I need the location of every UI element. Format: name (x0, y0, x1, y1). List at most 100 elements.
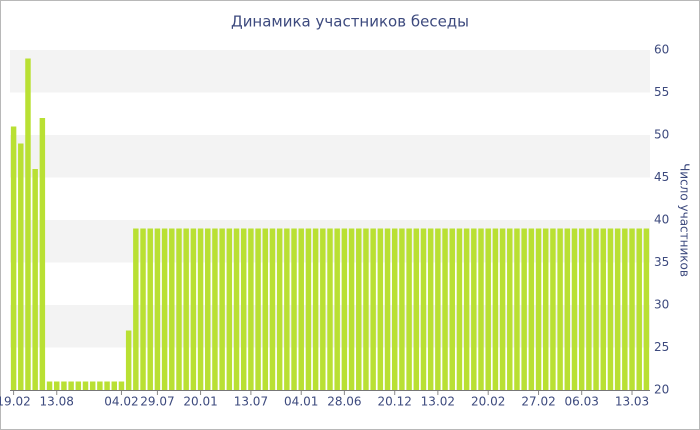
y-tick-label: 55 (654, 85, 669, 99)
bar (97, 381, 103, 390)
bar (557, 228, 563, 390)
bar (75, 381, 82, 390)
x-tick-label: 04.02 (104, 395, 138, 409)
bar (377, 228, 384, 390)
bar (68, 381, 74, 390)
y-tick-label: 25 (654, 340, 669, 354)
grid-band (10, 50, 650, 93)
y-tick-label: 50 (654, 128, 669, 142)
bar (240, 228, 247, 390)
bar (291, 228, 297, 390)
bar (111, 381, 118, 390)
bar (456, 228, 463, 390)
x-tick-label: 06.03 (565, 395, 599, 409)
bar (219, 228, 225, 390)
y-tick-label: 40 (654, 213, 669, 227)
bar (600, 228, 606, 390)
bar (586, 228, 592, 390)
x-tick-label: 04.01 (284, 395, 318, 409)
bar (478, 228, 484, 390)
bar (255, 228, 261, 390)
bar (413, 228, 420, 390)
bar (226, 228, 233, 390)
bar (154, 228, 161, 390)
bar (190, 228, 197, 390)
bar (356, 228, 362, 390)
bar (10, 126, 17, 390)
bar (233, 228, 240, 390)
bar (514, 228, 520, 390)
x-tick-label: 13.08 (40, 395, 74, 409)
bar (463, 228, 470, 390)
x-tick-label: 29.07 (140, 395, 174, 409)
x-tick-label: 28.06 (327, 395, 361, 409)
bar (348, 228, 355, 390)
x-tick-label: 20.01 (183, 395, 217, 409)
bar (578, 228, 585, 390)
y-tick-label: 60 (654, 43, 669, 57)
bar (643, 228, 650, 390)
bar (161, 228, 168, 390)
bar (521, 228, 527, 390)
bar (89, 381, 96, 390)
y-tick-label: 45 (654, 170, 669, 184)
bar (607, 228, 614, 390)
x-tick-label: 27.02 (521, 395, 555, 409)
bar (427, 228, 434, 390)
bar (614, 228, 621, 390)
bar (25, 58, 31, 390)
bar (542, 228, 549, 390)
bar (104, 381, 110, 390)
bar (39, 118, 46, 390)
bar (471, 228, 477, 390)
bar (32, 169, 38, 390)
bar (327, 228, 333, 390)
bar (18, 143, 24, 390)
bar (147, 228, 153, 390)
bar (133, 228, 139, 390)
bar (406, 228, 412, 390)
bar (54, 381, 60, 390)
y-axis-label: Число участников (678, 163, 692, 277)
bar (118, 381, 125, 390)
y-tick-label: 35 (654, 255, 669, 269)
bar (334, 228, 340, 390)
bar (629, 228, 635, 390)
bar (312, 228, 319, 390)
bar (82, 381, 89, 390)
bar (550, 228, 556, 390)
bar (269, 228, 276, 390)
bar (535, 228, 542, 390)
bar (449, 228, 455, 390)
x-tick-label: 13.03 (615, 395, 649, 409)
bar (485, 228, 491, 390)
bar (298, 228, 304, 390)
bar (212, 228, 218, 390)
bar (571, 228, 578, 390)
bar (140, 228, 146, 390)
bar (593, 228, 599, 390)
bar (499, 228, 506, 390)
bar (636, 228, 642, 390)
bar (370, 228, 376, 390)
chart-title: Динамика участников беседы (231, 13, 469, 31)
bar (399, 228, 405, 390)
bar (176, 228, 182, 390)
bar (262, 228, 269, 390)
bar (622, 228, 628, 390)
bar (284, 228, 290, 390)
x-tick-label: 13.07 (234, 395, 268, 409)
bar (363, 228, 369, 390)
bar (384, 228, 391, 390)
bar (305, 228, 312, 390)
x-tick-label: 19.02 (0, 395, 31, 409)
bar (61, 381, 67, 390)
bar (442, 228, 448, 390)
y-tick-label: 30 (654, 298, 669, 312)
bar (125, 330, 132, 390)
bar (320, 228, 326, 390)
x-tick-label: 13.02 (421, 395, 455, 409)
y-tick-label: 20 (654, 383, 669, 397)
x-tick-label: 20.12 (378, 395, 412, 409)
